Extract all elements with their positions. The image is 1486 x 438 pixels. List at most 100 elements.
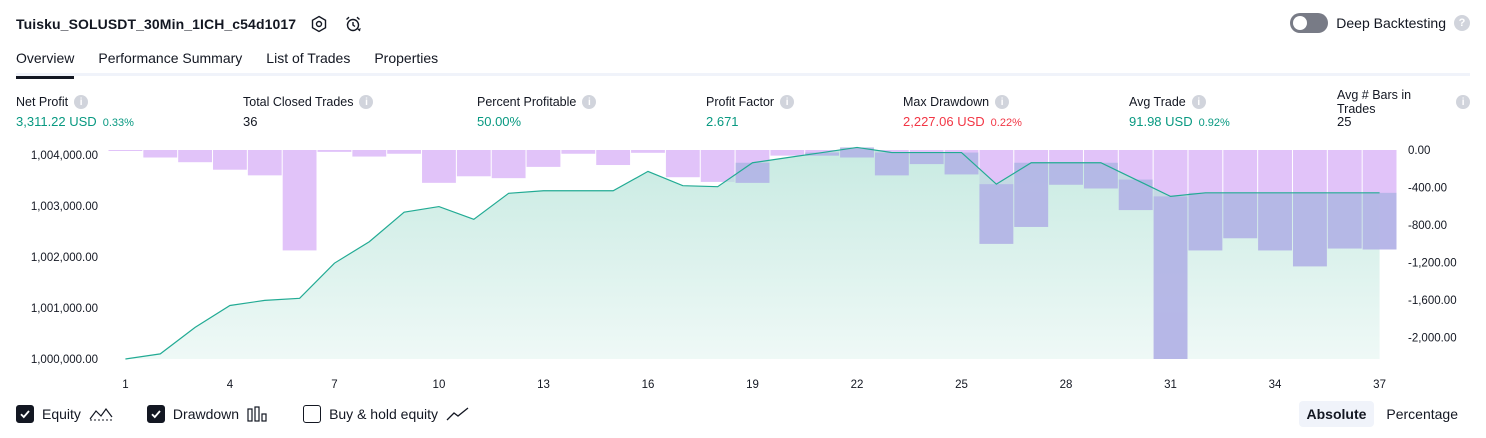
right-axis-tick: -1,600.00 [1408, 295, 1457, 307]
x-axis-tick: 37 [1373, 379, 1386, 391]
metric-profit-factor: Profit Factor i 2.671 [706, 94, 795, 129]
metric-percent: 0.92% [1198, 117, 1230, 129]
tab-performance-summary[interactable]: Performance Summary [98, 50, 243, 66]
drawdown-overlap-bar [1188, 192, 1223, 251]
drawdown-overlap-bar [1292, 192, 1327, 267]
x-axis-tick: 13 [537, 379, 550, 391]
metric-net-profit: Net Profit i 3,311.22 USD 0.33% [16, 94, 134, 129]
right-axis-tick: -400.00 [1408, 183, 1447, 195]
drawdown-overlap-bar [1223, 192, 1258, 239]
check-icon [20, 410, 30, 419]
drawdown-overlap-bar [944, 152, 979, 175]
x-axis-tick: 28 [1060, 379, 1073, 391]
metric-value: 50.00% [477, 114, 522, 129]
percentage-button[interactable]: Percentage [1386, 406, 1458, 422]
metric-value: 3,311.22 USD [16, 114, 97, 129]
info-icon[interactable]: i [1456, 95, 1470, 109]
metric-percent: 0.33% [102, 117, 134, 129]
equity-line-icon [89, 406, 113, 422]
info-icon[interactable]: i [995, 95, 1010, 109]
legend-buy-hold[interactable]: Buy & hold equity [303, 405, 470, 423]
info-icon[interactable]: i [74, 95, 89, 109]
metric-label: Avg # Bars in Trades [1337, 88, 1412, 116]
drawdown-bar [143, 150, 178, 158]
drawdown-overlap-bar [735, 162, 770, 183]
drawdown-bar [631, 150, 665, 153]
chart-legend: Equity Drawdown Buy & hold equity [16, 402, 504, 426]
equity-drawdown-chart[interactable]: 1,000,000.00 1,001,000.00 1,002,000.00 1,00… [0, 140, 1486, 398]
metric-value: 91.98 USD [1129, 114, 1193, 129]
info-icon[interactable]: i [359, 95, 374, 109]
help-icon[interactable]: ? [1454, 15, 1470, 31]
metric-avg-trade: Avg Trade i 91.98 USD 0.92% [1129, 94, 1230, 129]
drawdown-overlap-bar [1083, 162, 1118, 189]
legend-drawdown[interactable]: Drawdown [146, 405, 269, 423]
info-icon[interactable]: i [582, 95, 597, 109]
metric-label: Max Drawdown [903, 95, 990, 109]
drawdown-bar [561, 150, 596, 154]
drawdown-overlap-bar [1327, 192, 1362, 249]
drawdown-overlap-bar [805, 152, 840, 156]
strategy-header: Tuisku_SOLUSDT_30Min_1ICH_c54d1017 [16, 12, 364, 36]
info-icon[interactable]: i [1191, 95, 1206, 109]
right-axis-tick: -1,200.00 [1408, 258, 1457, 270]
metric-value: 2.671 [706, 114, 739, 129]
alarm-clock-icon[interactable] [342, 13, 364, 35]
x-axis-tick: 25 [955, 379, 968, 391]
metric-percent-profitable: Percent Profitable i 50.00% [477, 94, 597, 129]
drawdown-bar [317, 150, 352, 152]
drawdown-bar [770, 150, 805, 156]
x-axis-tick: 10 [433, 379, 446, 391]
legend-equity[interactable]: Equity [16, 405, 113, 423]
equity-checkbox[interactable] [16, 405, 34, 423]
drawdown-bar [387, 150, 422, 154]
deep-backtesting-label: Deep Backtesting [1336, 15, 1446, 31]
metric-max-drawdown: Max Drawdown i 2,227.06 USD 0.22% [903, 94, 1022, 129]
equity-area [125, 147, 1380, 359]
drawdown-bar [282, 150, 317, 251]
tab-properties[interactable]: Properties [374, 50, 439, 66]
metric-label: Percent Profitable [477, 95, 577, 109]
deep-backtesting-toggle[interactable] [1290, 13, 1329, 33]
metric-label: Net Profit [16, 95, 69, 109]
drawdown-overlap-bar [979, 184, 1014, 244]
drawdown-bar [352, 150, 387, 157]
info-icon[interactable]: i [780, 95, 795, 109]
drawdown-bars-icon [247, 406, 269, 422]
drawdown-bar [108, 150, 143, 151]
drawdown-overlap-bar [1118, 179, 1153, 211]
metric-value: 36 [243, 114, 258, 129]
left-axis-tick: 1,000,000.00 [31, 354, 98, 366]
toggle-knob [1293, 16, 1308, 30]
tab-list-of-trades[interactable]: List of Trades [266, 50, 351, 66]
right-axis-tick: -2,000.00 [1408, 333, 1457, 345]
x-axis-tick: 22 [851, 379, 864, 391]
drawdown-overlap-bar [1014, 162, 1049, 227]
right-axis-tick: -800.00 [1408, 220, 1447, 232]
drawdown-bar [526, 150, 561, 167]
tab-overview[interactable]: Overview [16, 44, 75, 79]
x-axis-tick: 34 [1269, 379, 1282, 391]
legend-buy-hold-label: Buy & hold equity [329, 406, 439, 422]
x-axis-tick: 4 [227, 379, 234, 391]
drawdown-bar [213, 150, 247, 170]
metric-label: Avg Trade [1129, 95, 1186, 109]
absolute-button[interactable]: Absolute [1298, 401, 1375, 427]
settings-icon[interactable] [308, 13, 330, 35]
metric-value: 2,227.06 USD [903, 114, 985, 129]
drawdown-overlap-bar [1153, 196, 1188, 359]
drawdown-overlap-bar [1258, 192, 1292, 251]
x-axis-tick: 31 [1164, 379, 1177, 391]
left-axis-tick: 1,003,000.00 [31, 201, 98, 213]
metric-avg-bars: Avg # Bars in Trades i 25 [1337, 88, 1470, 129]
drawdown-checkbox[interactable] [146, 405, 165, 423]
check-icon [151, 410, 161, 419]
buy-hold-checkbox[interactable] [303, 405, 322, 423]
equity-line [125, 146, 1380, 360]
drawdown-bar [700, 150, 735, 182]
drawdown-overlap-bar [874, 152, 909, 176]
x-axis-tick: 7 [331, 379, 337, 391]
metric-percent: 0.22% [990, 117, 1022, 129]
legend-drawdown-label: Drawdown [172, 406, 240, 422]
drawdown-overlap-bar [840, 147, 874, 158]
